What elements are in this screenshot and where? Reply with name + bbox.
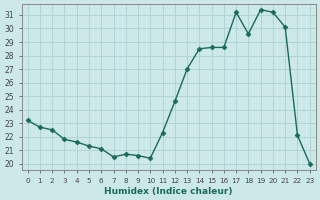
X-axis label: Humidex (Indice chaleur): Humidex (Indice chaleur): [104, 187, 233, 196]
